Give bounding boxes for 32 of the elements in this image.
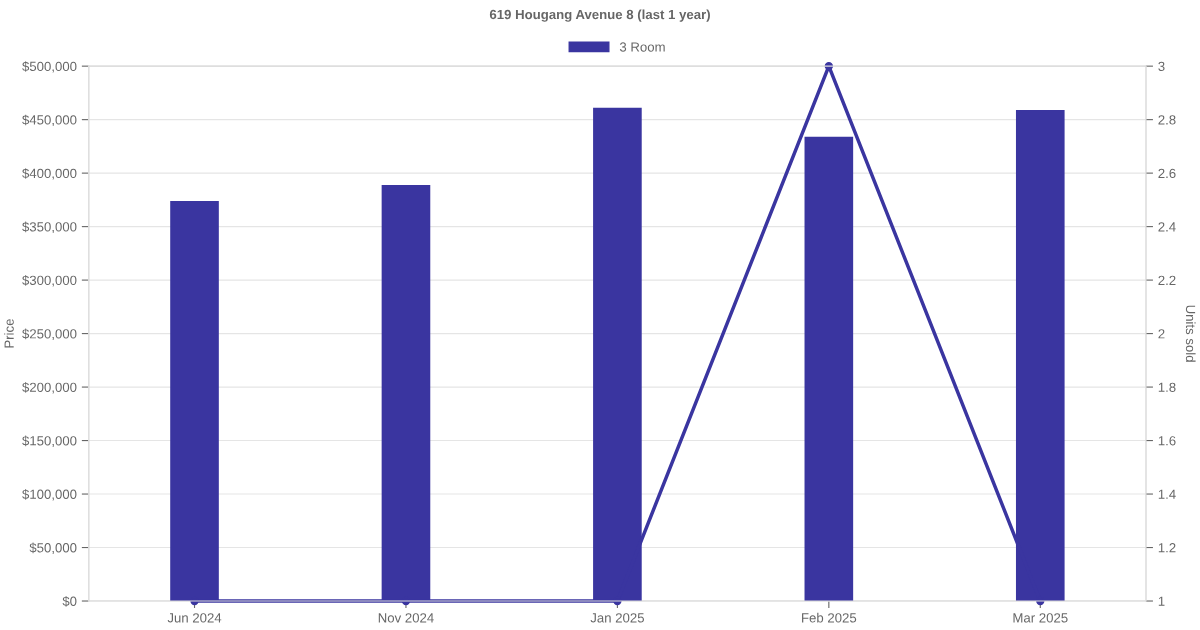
y2-tick-label: 1 [1158,596,1165,606]
y-tick-label: $500,000 [22,61,77,73]
x-tick-label: Jan 2025 [590,613,644,623]
y-tick-label: $0 [62,596,77,607]
y-tick-label: $250,000 [22,328,77,341]
legend-label: 3 Room [619,42,665,52]
y-tick-label: $400,000 [22,168,77,180]
y2-tick-label: 2.2 [1158,275,1176,285]
y-tick-label: $450,000 [22,114,77,127]
bar [804,136,854,602]
y2-tick-label: 2.8 [1158,115,1176,125]
y2-tick-label: 1.8 [1158,382,1176,392]
y-tick-label: $150,000 [22,435,77,448]
y2-tick-label: 2.6 [1158,168,1176,179]
y2-tick-label: 3 [1158,61,1165,72]
x-tick-label: Jun 2024 [167,613,222,623]
chart-title: 619 Hougang Avenue 8 (last 1 year) [489,9,710,22]
y-tick-label: $300,000 [22,275,77,287]
x-tick-label: Mar 2025 [1013,613,1068,623]
y2-tick-label: 1.2 [1158,543,1176,553]
x-tick-label: Nov 2024 [378,613,434,623]
y2-tick-label: 1.4 [1158,489,1176,499]
y-tick-label: $200,000 [22,382,77,394]
y2-tick-label: 1.6 [1158,436,1176,446]
y2-tick-label: 2 [1158,329,1165,339]
y-axis-title: Price [4,319,14,348]
y2-tick-label: 2.4 [1158,222,1176,232]
y-tick-label: $100,000 [22,489,77,501]
y-tick-label: $50,000 [29,542,77,554]
y2-axis-title: Units sold [1185,305,1196,362]
y-tick-label: $350,000 [22,221,77,234]
x-tick-label: Feb 2025 [802,612,857,623]
